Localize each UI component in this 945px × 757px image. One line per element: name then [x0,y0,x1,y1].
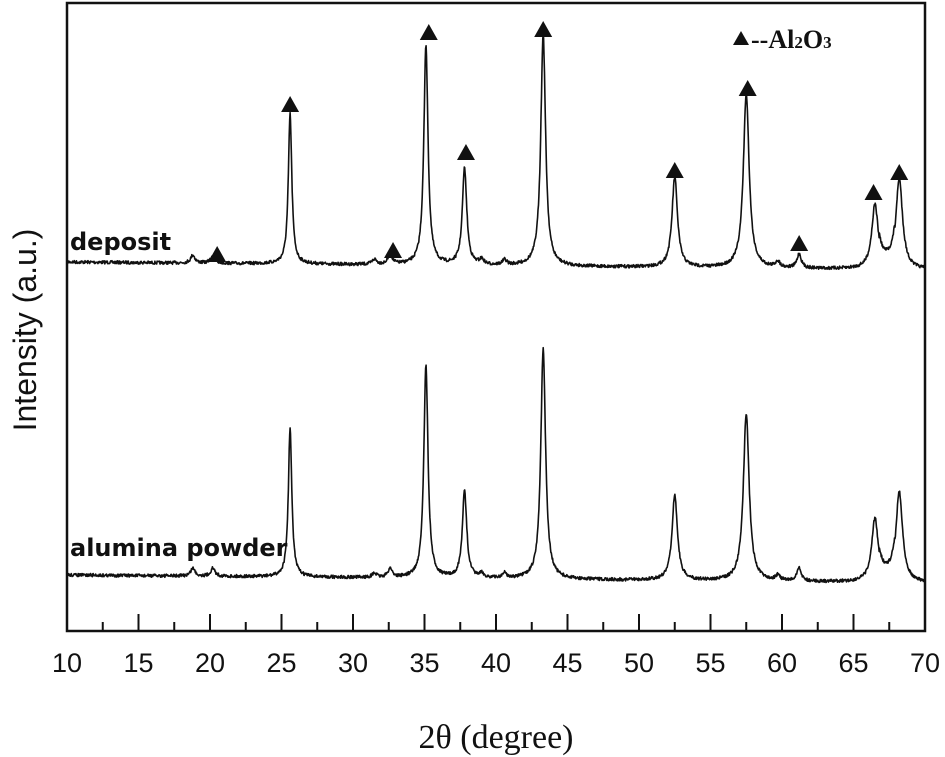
al2o3-peak-marker-icon [281,96,300,112]
x-tick-label: 55 [695,648,725,678]
x-axis-ticks [101,614,891,631]
x-tick-label: 70 [910,648,940,678]
legend-mid: O [803,25,823,54]
al2o3-peak-marker-icon [738,80,757,96]
legend-prefix: --Al [751,25,794,54]
x-tick-label: 60 [767,648,797,678]
x-axis-label-symbol: 2θ [418,719,451,756]
al2o3-peak-marker-icon [790,235,809,251]
al2o3-peak-marker-icon [419,24,438,40]
al2o3-peak-marker-icon [864,184,883,200]
alumina-powder-pattern-line [66,346,926,584]
legend-sub-1: 2 [794,33,803,52]
x-tick-label: 45 [552,648,582,678]
peak-markers [208,21,909,262]
legend-text: --Al2O3 [751,25,832,54]
series-lines [66,34,926,584]
x-axis-tick-labels: 10 15 20 25 30 35 40 45 50 55 60 65 70 [52,648,940,678]
deposit-pattern-line [66,34,926,271]
x-tick-label: 40 [481,648,511,678]
x-tick-label: 30 [338,648,368,678]
x-axis-label-unit: (degree) [452,719,574,756]
series-label-deposit: deposit [70,228,171,256]
x-tick-label: 10 [52,648,82,678]
legend: --Al2O3 [733,25,832,54]
x-tick-label: 35 [409,648,439,678]
al2o3-peak-marker-icon [665,162,684,178]
x-tick-label: 15 [123,648,153,678]
legend-sub-2: 3 [823,33,832,52]
al2o3-peak-marker-icon [384,242,403,258]
triangle-marker-icon [733,31,749,45]
y-axis-label: Intensity (a.u.) [7,229,43,432]
x-axis-label: 2θ (degree) [418,719,573,756]
x-tick-label: 65 [838,648,868,678]
x-tick-label: 20 [195,648,225,678]
al2o3-peak-marker-icon [890,164,909,180]
al2o3-peak-marker-icon [208,246,227,262]
al2o3-peak-marker-icon [456,144,475,160]
x-tick-label: 25 [266,648,296,678]
series-label-alumina-powder: alumina powder [70,534,288,562]
x-tick-label: 50 [624,648,654,678]
al2o3-peak-marker-icon [534,21,553,37]
